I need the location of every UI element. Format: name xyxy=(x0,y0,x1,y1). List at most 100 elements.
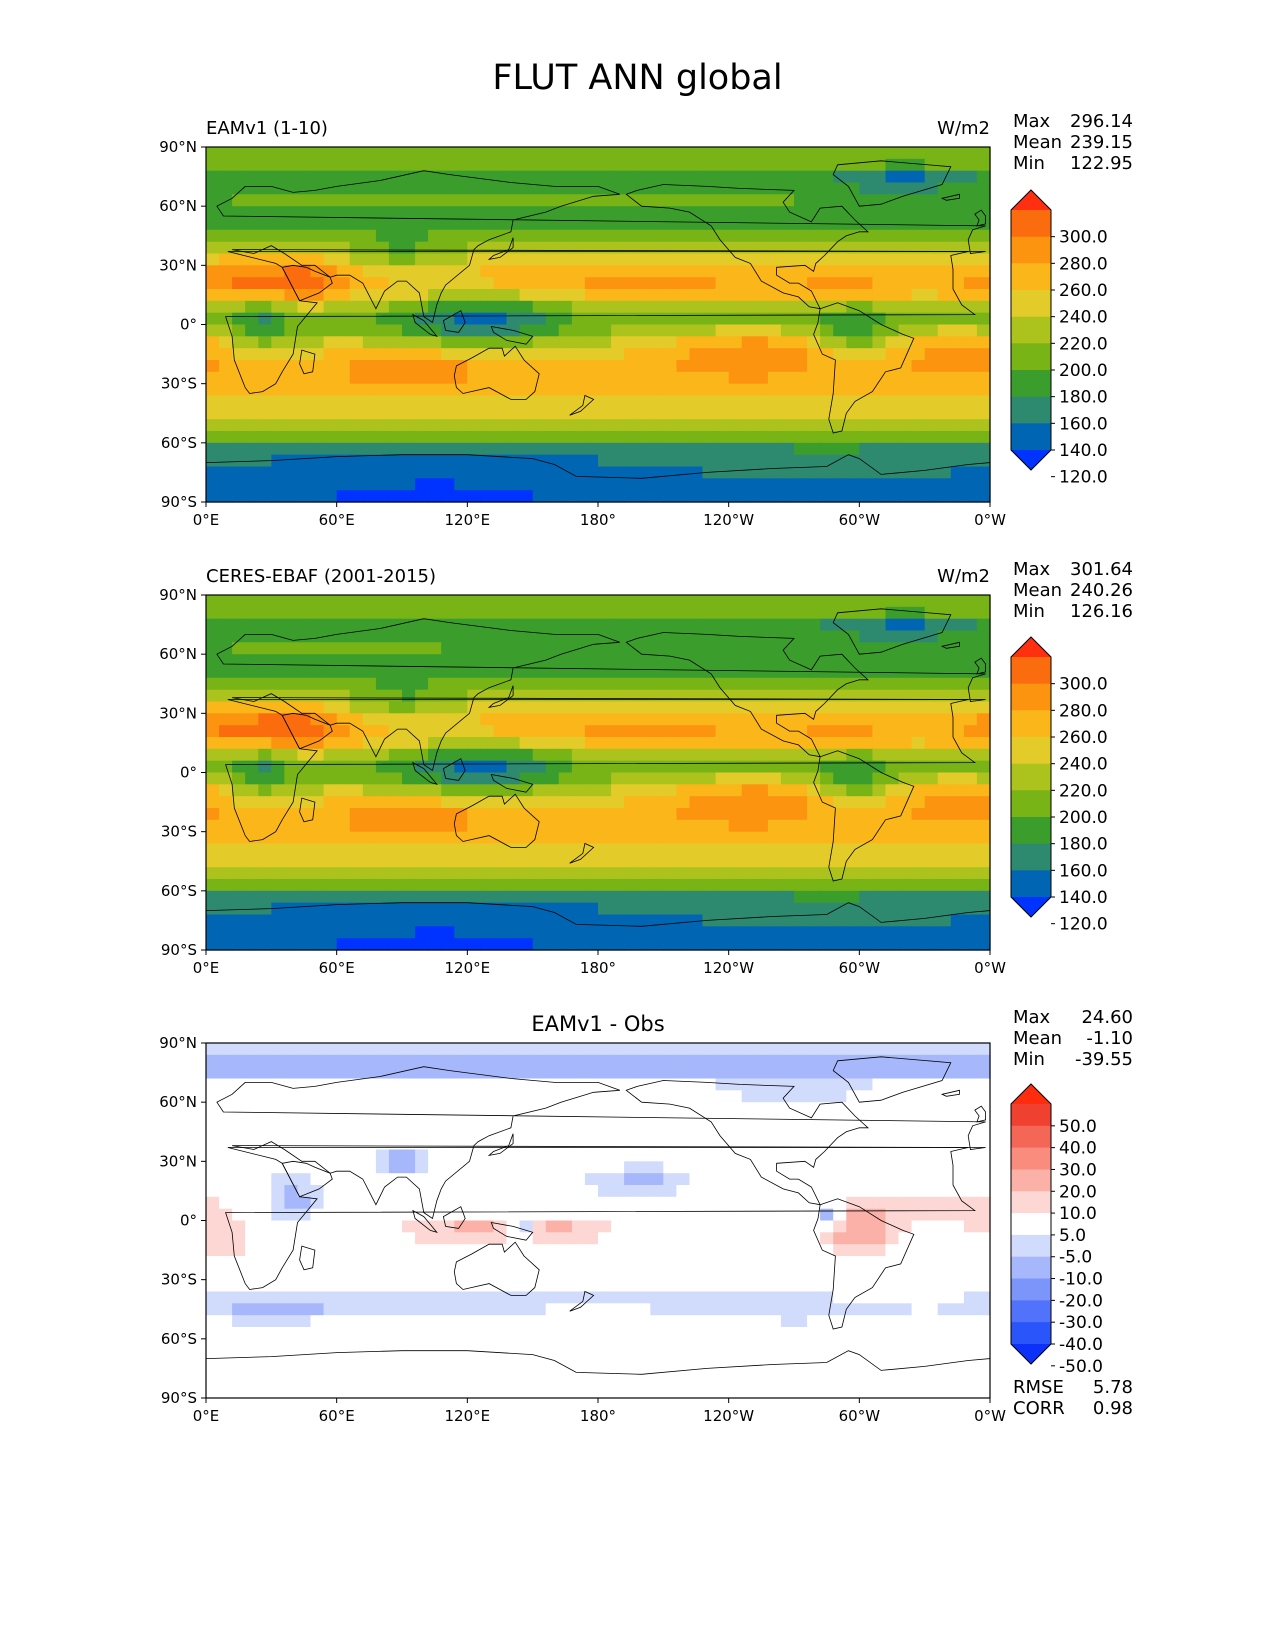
map-cell xyxy=(598,312,612,326)
map-cell xyxy=(480,666,495,679)
map-cell xyxy=(676,713,691,726)
map-cell xyxy=(728,1114,743,1127)
map-cell xyxy=(271,677,285,691)
map-cell xyxy=(284,1043,299,1056)
map-cell xyxy=(323,606,338,620)
map-cell xyxy=(872,595,887,608)
map-cell xyxy=(454,229,468,243)
map-cell xyxy=(794,478,808,491)
map-cell xyxy=(624,241,638,255)
map-cell xyxy=(454,677,468,691)
map-cell xyxy=(206,395,220,408)
map-cell xyxy=(258,1149,272,1162)
map-cell xyxy=(650,606,664,620)
map-cell xyxy=(454,478,468,491)
map-cell xyxy=(741,1161,756,1174)
map-cell xyxy=(467,289,481,302)
map-cell xyxy=(598,1185,612,1198)
map-cell xyxy=(650,914,664,927)
map-cell xyxy=(728,1043,743,1056)
map-cell xyxy=(872,265,887,278)
map-cell xyxy=(767,1137,782,1151)
map-cell xyxy=(950,843,965,856)
map-cell xyxy=(833,490,847,503)
map-cell xyxy=(258,725,272,738)
map-cell xyxy=(219,808,233,821)
map-cell xyxy=(807,1137,821,1151)
stat-mean-value: 240.26 xyxy=(1070,580,1133,601)
map-cell xyxy=(715,419,730,432)
map-cell xyxy=(637,478,651,491)
map-cell xyxy=(545,241,560,255)
map-cell xyxy=(676,348,691,361)
map-cell xyxy=(754,407,769,420)
map-cell xyxy=(245,772,259,785)
map-cell xyxy=(637,1149,651,1162)
map-cell xyxy=(323,289,338,302)
map-cell xyxy=(415,642,429,655)
map-cell xyxy=(872,371,887,385)
map-cell xyxy=(611,324,625,337)
map-cell xyxy=(663,419,677,432)
map-cell xyxy=(689,1256,704,1269)
map-cell xyxy=(571,654,586,667)
map-cell xyxy=(702,831,717,845)
map-cell xyxy=(519,253,534,266)
map-cell xyxy=(624,336,638,349)
map-cell xyxy=(323,466,338,479)
map-cell xyxy=(258,926,272,939)
map-cell xyxy=(349,606,364,620)
map-cell xyxy=(767,1208,782,1222)
map-cell xyxy=(284,1078,299,1091)
map-cell xyxy=(663,1232,677,1245)
map-cell xyxy=(415,938,429,951)
map-cell xyxy=(558,336,573,349)
map-cell xyxy=(584,407,599,420)
map-cell xyxy=(271,843,285,856)
map-cell xyxy=(558,1125,573,1139)
map-cell xyxy=(584,253,599,266)
map-cell xyxy=(767,407,782,420)
map-cell xyxy=(950,938,965,951)
map-cell xyxy=(297,796,312,809)
map-cell xyxy=(558,1220,573,1233)
map-cell xyxy=(349,490,364,503)
map-cell xyxy=(702,926,717,939)
map-cell xyxy=(388,1244,403,1257)
map-cell xyxy=(349,618,364,632)
map-cell xyxy=(519,713,534,726)
map-cell xyxy=(950,1161,965,1174)
map-cell xyxy=(493,466,508,479)
map-cell xyxy=(598,407,612,420)
map-cell xyxy=(571,360,586,373)
map-cell xyxy=(519,831,534,845)
map-cell xyxy=(859,1267,873,1281)
map-cell xyxy=(859,442,873,456)
map-cell xyxy=(271,938,285,951)
map-cell xyxy=(846,642,860,655)
map-cell xyxy=(728,831,743,845)
map-cell xyxy=(937,1173,952,1186)
map-cell xyxy=(219,454,233,468)
map-cell xyxy=(297,890,312,904)
map-cell xyxy=(388,253,403,266)
map-cell xyxy=(310,606,325,620)
map-cell xyxy=(519,206,534,219)
map-cell xyxy=(950,1043,965,1056)
map-cell xyxy=(441,1114,455,1127)
map-cell xyxy=(232,360,246,373)
map-cell xyxy=(937,1090,952,1103)
map-cell xyxy=(519,229,534,243)
map-cell xyxy=(767,772,782,785)
map-cell xyxy=(715,642,730,655)
map-cell xyxy=(780,395,795,408)
map-cell xyxy=(519,748,534,762)
map-cell xyxy=(911,300,926,314)
map-cell xyxy=(428,855,442,868)
map-cell xyxy=(689,431,704,444)
map-cell xyxy=(937,1102,952,1115)
map-cell xyxy=(506,737,521,750)
map-cell xyxy=(506,478,521,491)
map-cell xyxy=(362,1114,377,1127)
map-cell xyxy=(820,642,834,655)
